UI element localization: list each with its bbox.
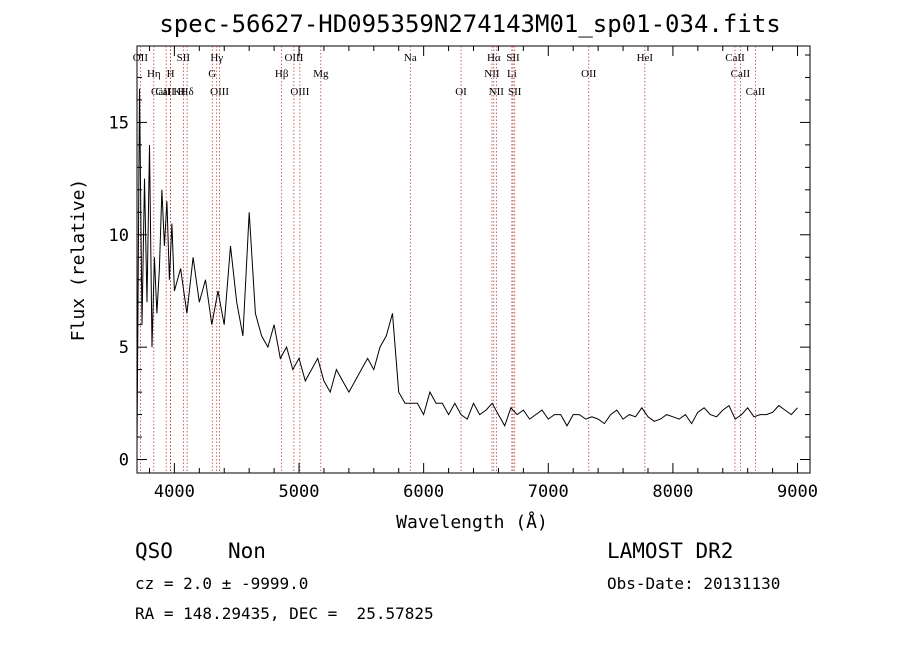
y-tick-label: 5 xyxy=(119,338,129,358)
y-axis-label: Flux (relative) xyxy=(68,179,89,342)
marker-label-1: Hη xyxy=(147,68,161,80)
spectral-line-markers xyxy=(140,46,756,473)
plot-frame xyxy=(136,45,811,474)
marker-label-17: NII xyxy=(484,68,500,80)
survey-name: LAMOST DR2 xyxy=(607,539,733,563)
object-subclass: Non xyxy=(228,539,266,563)
obs-date: Obs-Date: 20131130 xyxy=(607,574,780,593)
x-tick-label: 8000 xyxy=(652,482,693,502)
marker-label-10: OIII xyxy=(284,52,303,64)
marker-label-11: Hβ xyxy=(275,68,289,80)
y-tick-label: 15 xyxy=(109,113,129,133)
x-tick-label: 6000 xyxy=(403,482,444,502)
marker-label-2: CaII K xyxy=(151,86,181,98)
marker-label-18: NII xyxy=(489,86,505,98)
marker-label-13: Mg xyxy=(313,68,329,80)
y-axis: 0 5 10 15 xyxy=(109,54,810,471)
object-class: QSO xyxy=(135,539,173,563)
marker-label-5: SII xyxy=(177,52,191,64)
y-tick-label: 10 xyxy=(109,226,129,246)
marker-label-26: CaII xyxy=(746,86,766,98)
marker-label-9: OIII xyxy=(210,86,229,98)
marker-label-19: SII xyxy=(506,52,520,64)
marker-label-24: CaII xyxy=(725,52,745,64)
y-tick-label: 0 xyxy=(119,451,129,471)
marker-label-15: OI xyxy=(455,86,467,98)
marker-label-23: HeI xyxy=(637,52,654,64)
spectrum-line xyxy=(136,88,798,449)
chart-title: spec-56627-HD095359N274143M01_sp01-034.f… xyxy=(159,10,780,38)
marker-label-3: CaII H xyxy=(155,86,185,98)
marker-label-4: H xyxy=(167,68,175,80)
marker-label-8: G xyxy=(208,68,216,80)
x-tick-label: 5000 xyxy=(279,482,320,502)
marker-label-12: OIII xyxy=(290,86,309,98)
redshift-cz: cz = 2.0 ± -9999.0 xyxy=(135,574,308,593)
marker-label-6: Hδ xyxy=(181,86,194,98)
ra-dec: RA = 148.29435, DEC = 25.57825 xyxy=(135,604,434,623)
marker-label-7: Hγ xyxy=(210,52,223,64)
marker-label-0: OII xyxy=(133,52,149,64)
x-tick-label: 4000 xyxy=(154,482,195,502)
x-axis: 4000 5000 6000 7000 8000 9000 xyxy=(148,46,818,502)
x-tick-label: 7000 xyxy=(528,482,569,502)
marker-label-14: Na xyxy=(404,52,417,64)
marker-label-25: CaII xyxy=(731,68,751,80)
x-tick-label: 9000 xyxy=(777,482,818,502)
marker-label-21: SII xyxy=(508,86,522,98)
x-axis-label: Wavelength (Å) xyxy=(396,511,548,533)
marker-label-16: Hα xyxy=(487,52,501,64)
marker-label-20: Li xyxy=(507,68,517,80)
marker-label-22: OII xyxy=(581,68,597,80)
